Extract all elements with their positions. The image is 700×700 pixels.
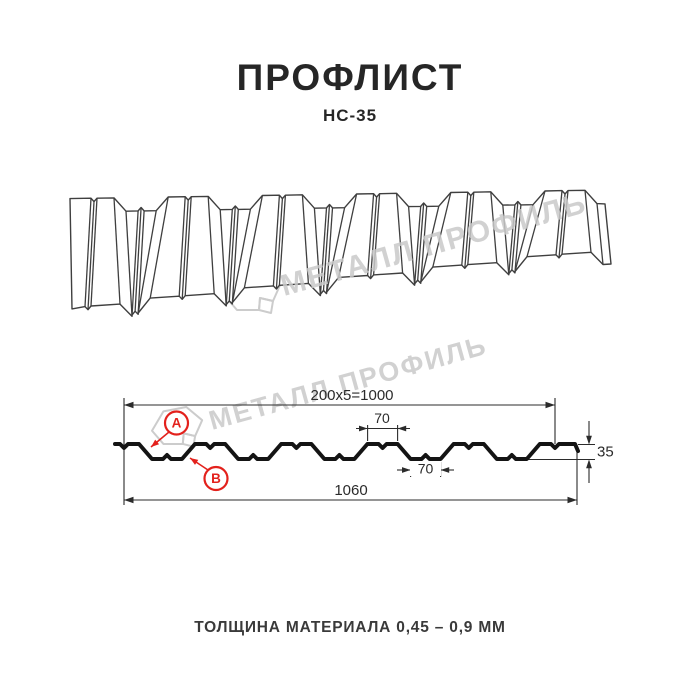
fold-line <box>278 195 287 286</box>
fold-line <box>467 192 475 265</box>
dim-total-width-label: 1060 <box>334 482 367 499</box>
fold-line <box>272 195 281 286</box>
fold-line <box>87 201 95 310</box>
fold-line <box>558 193 566 258</box>
fold-line <box>417 202 425 281</box>
watermark-text-bottom: МЕТАЛЛ ПРОФИЛЬ <box>206 330 491 436</box>
fold-line <box>561 190 569 255</box>
fold-line <box>337 193 358 278</box>
material-thickness-note: ТОЛЩИНА МАТЕРИАЛА 0,45 – 0,9 ММ <box>194 619 506 636</box>
fold-line <box>184 196 192 296</box>
fold-line <box>131 210 139 315</box>
fold-line <box>178 196 186 297</box>
fold-line <box>514 204 534 272</box>
fold-line <box>125 211 133 317</box>
callout-a-letter: A <box>172 416 182 431</box>
dim-bottom-flange-label: 70 <box>418 461 434 477</box>
profile-cross-section <box>113 442 580 461</box>
fold-line <box>372 193 381 275</box>
fold-line <box>502 205 510 275</box>
dim-arrowhead <box>567 496 577 504</box>
fold-line <box>231 209 239 305</box>
fold-line <box>301 194 310 284</box>
fold-line <box>464 195 472 269</box>
fold-line <box>137 210 157 314</box>
dim-arrowhead <box>545 401 555 409</box>
fold-line <box>275 198 284 290</box>
fold-line <box>207 196 215 294</box>
dimension-graphics <box>123 398 595 505</box>
fold-line <box>90 198 98 307</box>
fold-line <box>149 196 169 299</box>
callout-b-marker <box>189 457 229 492</box>
dim-height-label: 35 <box>597 444 614 461</box>
fold-line <box>490 191 498 263</box>
fold-line <box>325 207 346 293</box>
callout-markers <box>150 410 229 492</box>
fold-line <box>325 207 334 294</box>
dim-arrowhead <box>397 425 407 432</box>
dim-top-flange-label: 70 <box>374 410 390 426</box>
fold-line <box>395 193 404 274</box>
fold-line <box>319 207 328 295</box>
fold-line <box>596 203 604 265</box>
dim-arrowhead <box>586 459 592 469</box>
profile-model-label: НС-35 <box>322 106 378 125</box>
fold-line <box>84 198 92 307</box>
dim-arrowhead <box>124 401 134 409</box>
fold-line <box>555 190 563 255</box>
dim-arrowhead <box>586 435 592 445</box>
fold-line <box>584 190 592 253</box>
fold-line <box>407 206 416 286</box>
dim-pitch-label: 200x5=1000 <box>311 387 394 404</box>
callout-b-letter: B <box>211 471 221 486</box>
fold-line <box>181 200 189 300</box>
page-title: ПРОФЛИСТ <box>236 57 464 98</box>
profile-3d-view <box>69 189 612 317</box>
cross-section-profile-line <box>113 442 580 461</box>
fold-line <box>432 192 452 268</box>
fold-line <box>461 192 469 266</box>
fold-line <box>414 206 422 284</box>
fold-line <box>137 210 145 315</box>
fold-line <box>225 209 233 305</box>
fold-line <box>113 197 121 305</box>
fold-line <box>369 197 378 279</box>
fold-line <box>508 204 516 274</box>
fold-line <box>366 193 375 276</box>
fold-line <box>420 206 428 284</box>
dim-arrowhead <box>440 467 450 473</box>
fold-line <box>134 207 142 312</box>
fold-line <box>231 209 252 303</box>
fold-line <box>420 206 440 283</box>
dim-arrowhead <box>402 467 411 473</box>
fold-line <box>243 195 264 288</box>
fold-line <box>219 209 227 306</box>
fold-line <box>526 190 546 257</box>
dim-bottom-flange-label-bg <box>410 461 441 476</box>
dim-arrowhead <box>359 425 368 432</box>
fold-line <box>322 204 331 291</box>
fold-line <box>511 201 519 270</box>
fold-line <box>514 204 522 273</box>
callout-a-marker <box>150 410 190 448</box>
fold-line <box>228 205 236 301</box>
dim-arrowhead <box>124 496 134 504</box>
fold-line <box>313 208 322 296</box>
